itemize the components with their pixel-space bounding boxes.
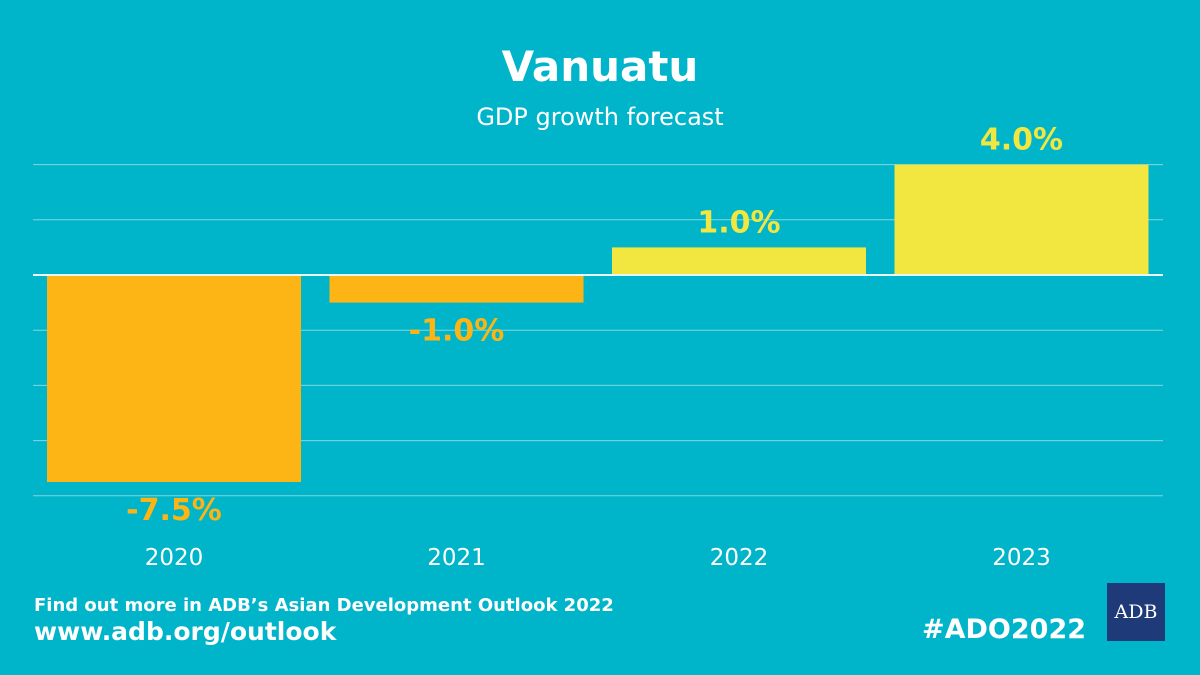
data-label: 4.0% — [980, 123, 1063, 158]
data-label: -1.0% — [409, 314, 505, 349]
bar-2021 — [329, 275, 584, 303]
chart-subtitle: GDP growth forecast — [476, 103, 724, 131]
bar-2023 — [894, 164, 1149, 275]
x-tick-label: 2022 — [710, 545, 769, 571]
data-label: -7.5% — [126, 493, 222, 528]
data-label: 1.0% — [697, 205, 780, 240]
bar-2022 — [612, 247, 866, 275]
bar-2020 — [47, 275, 301, 482]
footer-text: Find out more in ADB’s Asian Development… — [34, 595, 614, 616]
hashtag: #ADO2022 — [922, 614, 1087, 645]
x-tick-label: 2020 — [145, 545, 204, 571]
footer-url-link[interactable]: www.adb.org/outlook — [34, 617, 337, 646]
logo-text: ADB — [1114, 601, 1158, 623]
adb-logo: ADB — [1107, 583, 1165, 641]
x-tick-label: 2023 — [992, 545, 1051, 571]
x-tick-label: 2021 — [427, 545, 486, 571]
chart-title: Vanuatu — [501, 42, 699, 91]
